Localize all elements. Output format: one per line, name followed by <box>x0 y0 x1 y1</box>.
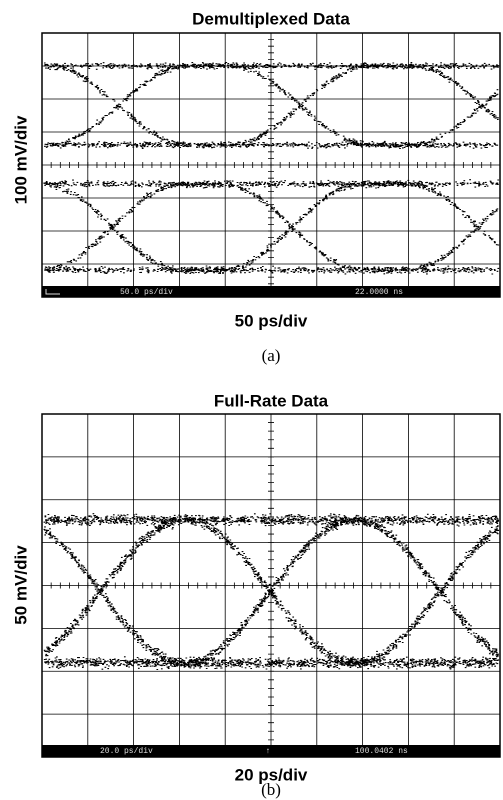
scope-screen <box>41 413 501 758</box>
status-right: 22.0000 ns <box>355 288 403 297</box>
eye-trace <box>43 513 500 671</box>
status-right: 100.0402 ns <box>355 747 408 756</box>
status-bar <box>42 745 500 757</box>
status-marker: ↑ <box>266 747 271 756</box>
status-bar <box>42 286 500 297</box>
scope-screen <box>41 32 501 298</box>
y-axis-label: 50 mV/div <box>11 545 30 625</box>
status-left: 20.0 ps/div <box>100 747 153 756</box>
caption: (b) <box>261 780 281 799</box>
caption: (a) <box>262 346 281 365</box>
panel-title: Full-Rate Data <box>214 391 329 410</box>
panel-title: Demultiplexed Data <box>192 9 350 28</box>
y-axis-label: 100 mV/div <box>11 115 30 204</box>
x-axis-label: 50 ps/div <box>235 311 308 330</box>
axis-ticks <box>41 413 492 749</box>
eye-trace <box>43 179 500 275</box>
status-left: 50.0 ps/div <box>120 288 173 297</box>
status-marker <box>45 289 60 295</box>
eye-trace <box>43 61 500 150</box>
x-axis-label: 20 ps/div <box>235 765 308 784</box>
axis-ticks <box>41 32 492 298</box>
